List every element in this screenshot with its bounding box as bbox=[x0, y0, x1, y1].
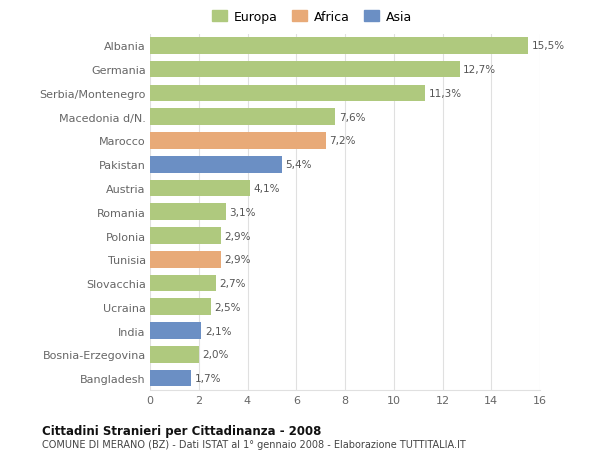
Bar bbox=[150, 204, 226, 221]
Bar bbox=[150, 370, 191, 386]
Bar bbox=[150, 275, 216, 292]
Text: 2,9%: 2,9% bbox=[224, 231, 251, 241]
Text: 2,0%: 2,0% bbox=[202, 350, 229, 359]
Text: 11,3%: 11,3% bbox=[429, 89, 462, 99]
Text: 4,1%: 4,1% bbox=[254, 184, 280, 194]
Bar bbox=[150, 157, 281, 173]
Bar bbox=[150, 228, 221, 244]
Text: 2,1%: 2,1% bbox=[205, 326, 232, 336]
Bar bbox=[150, 109, 335, 126]
Bar bbox=[150, 323, 201, 339]
Text: 3,1%: 3,1% bbox=[229, 207, 256, 217]
Bar bbox=[150, 62, 460, 78]
Bar bbox=[150, 180, 250, 197]
Text: 2,5%: 2,5% bbox=[215, 302, 241, 312]
Text: Cittadini Stranieri per Cittadinanza - 2008: Cittadini Stranieri per Cittadinanza - 2… bbox=[42, 424, 322, 437]
Text: 12,7%: 12,7% bbox=[463, 65, 496, 75]
Text: 5,4%: 5,4% bbox=[285, 160, 312, 170]
Bar bbox=[150, 85, 425, 102]
Text: 15,5%: 15,5% bbox=[532, 41, 565, 51]
Text: 2,7%: 2,7% bbox=[220, 279, 246, 288]
Bar bbox=[150, 299, 211, 315]
Bar bbox=[150, 346, 199, 363]
Bar bbox=[150, 133, 325, 150]
Bar bbox=[150, 38, 528, 55]
Bar bbox=[150, 252, 221, 268]
Text: 1,7%: 1,7% bbox=[195, 373, 221, 383]
Legend: Europa, Africa, Asia: Europa, Africa, Asia bbox=[209, 9, 415, 27]
Text: 7,6%: 7,6% bbox=[339, 112, 365, 123]
Text: 7,2%: 7,2% bbox=[329, 136, 356, 146]
Text: COMUNE DI MERANO (BZ) - Dati ISTAT al 1° gennaio 2008 - Elaborazione TUTTITALIA.: COMUNE DI MERANO (BZ) - Dati ISTAT al 1°… bbox=[42, 440, 466, 449]
Text: 2,9%: 2,9% bbox=[224, 255, 251, 265]
